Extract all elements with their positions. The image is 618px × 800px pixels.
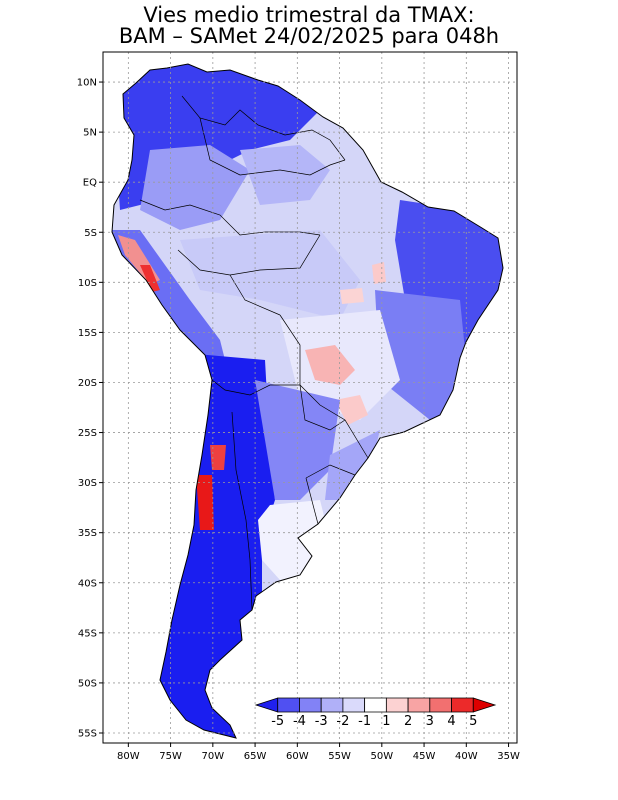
colorbar-swatch-9 bbox=[451, 697, 474, 713]
colorbar-swatch-6 bbox=[385, 697, 409, 713]
colorbar-label-3: -2 bbox=[336, 714, 349, 729]
colorbar-label-2: -3 bbox=[315, 714, 328, 729]
lon-tick-label-3: 65W bbox=[244, 751, 267, 762]
latitude-axis: 10N 5N EQ 5S 10S 15S 20S 25S 30S 35S 40S 45S 50S 55S bbox=[77, 78, 103, 739]
longitude-axis: 80W 75W 70W 65W 60W 55W 50W 45W 40W 35W bbox=[117, 743, 520, 762]
map-frame bbox=[102, 51, 518, 744]
lon-tick-label-4: 60W bbox=[286, 751, 309, 762]
colorbar-swatch-8 bbox=[429, 697, 452, 713]
colorbar-swatch-10 bbox=[472, 697, 497, 713]
lon-tick-label-8: 40W bbox=[455, 751, 478, 762]
colorbar-swatch-5 bbox=[364, 697, 387, 713]
lat-tick-label-7: 25S bbox=[78, 428, 97, 439]
lat-tick-label-9: 35S bbox=[78, 528, 97, 539]
country-borders bbox=[139, 95, 369, 611]
lon-tick-label-5: 55W bbox=[328, 751, 351, 762]
lat-tick-label-8: 30S bbox=[78, 478, 97, 489]
colorbar-swatch-1 bbox=[277, 697, 300, 713]
lon-tick-label-9: 35W bbox=[497, 751, 520, 762]
map-title-line-2: BAM – SAMet 24/02/2025 para 048h bbox=[118, 24, 500, 48]
colorbar-label-4: -1 bbox=[358, 714, 371, 729]
lon-tick-label-2: 70W bbox=[202, 751, 225, 762]
colorbar-label-7: 3 bbox=[426, 714, 434, 729]
colorbar-label-8: 4 bbox=[447, 714, 455, 729]
colorbar-swatch-7 bbox=[407, 697, 431, 713]
lat-tick-label-6: 20S bbox=[78, 378, 97, 389]
lat-tick-label-2: EQ bbox=[83, 178, 97, 189]
lon-tick-label-7: 45W bbox=[413, 751, 436, 762]
colorbar-swatch-2 bbox=[299, 697, 322, 713]
colorbar-label-9: 5 bbox=[469, 714, 477, 729]
lat-tick-label-4: 10S bbox=[78, 278, 97, 289]
lat-tick-label-0: 10N bbox=[77, 78, 97, 89]
colorbar-label-6: 2 bbox=[404, 714, 412, 729]
colorbar-label-1: -4 bbox=[293, 714, 306, 729]
lat-tick-label-1: 5N bbox=[83, 128, 97, 139]
colorbar-swatch-4 bbox=[342, 697, 366, 713]
graticule bbox=[103, 52, 517, 743]
colorbar-label-5: 1 bbox=[382, 714, 390, 729]
lat-tick-label-12: 50S bbox=[78, 678, 97, 689]
lat-tick-label-13: 55S bbox=[78, 728, 97, 739]
lon-tick-label-0: 80W bbox=[117, 751, 140, 762]
lat-tick-label-5: 15S bbox=[78, 328, 97, 339]
lat-tick-label-11: 45S bbox=[78, 628, 97, 639]
colorbar-swatch-3 bbox=[320, 697, 344, 713]
lat-tick-label-3: 5S bbox=[84, 228, 97, 239]
lon-tick-label-1: 75W bbox=[159, 751, 182, 762]
colorbar-label-0: -5 bbox=[271, 714, 284, 729]
map-title-line-1: Vies medio trimestral da TMAX: bbox=[143, 3, 475, 27]
lat-tick-label-10: 40S bbox=[78, 578, 97, 589]
lon-tick-label-6: 50W bbox=[371, 751, 394, 762]
colorbar: -5 -4 -3 -2 -1 1 2 3 4 5 bbox=[254, 697, 497, 729]
